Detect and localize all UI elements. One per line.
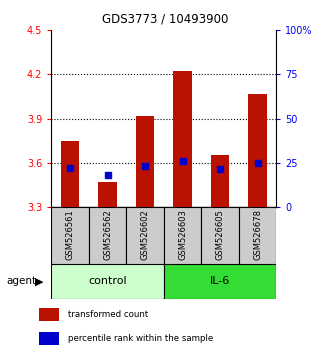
Bar [51,264,164,299]
Text: control: control [88,276,127,286]
Text: IL-6: IL-6 [210,276,230,286]
Text: GDS3773 / 10493900: GDS3773 / 10493900 [102,12,229,25]
Bar [211,155,229,207]
Bar [136,116,155,207]
Bar [126,207,164,264]
Bar [164,207,201,264]
Bar [61,141,79,207]
Bar [248,93,267,207]
Bar [39,332,59,345]
Text: percentile rank within the sample: percentile rank within the sample [68,334,213,343]
Text: GSM526678: GSM526678 [253,209,262,260]
Text: ▶: ▶ [35,276,43,286]
Bar [98,182,117,207]
Text: GSM526602: GSM526602 [141,209,150,259]
Bar [51,207,89,264]
Text: GSM526562: GSM526562 [103,209,112,259]
Bar [239,207,276,264]
Bar [39,308,59,321]
Text: GSM526605: GSM526605 [215,209,225,259]
Bar [89,207,126,264]
Text: GSM526603: GSM526603 [178,209,187,260]
Bar [201,207,239,264]
Bar [173,72,192,207]
Text: GSM526561: GSM526561 [66,209,74,259]
Text: transformed count: transformed count [68,310,148,319]
Text: agent: agent [7,276,37,286]
Bar [164,264,276,299]
